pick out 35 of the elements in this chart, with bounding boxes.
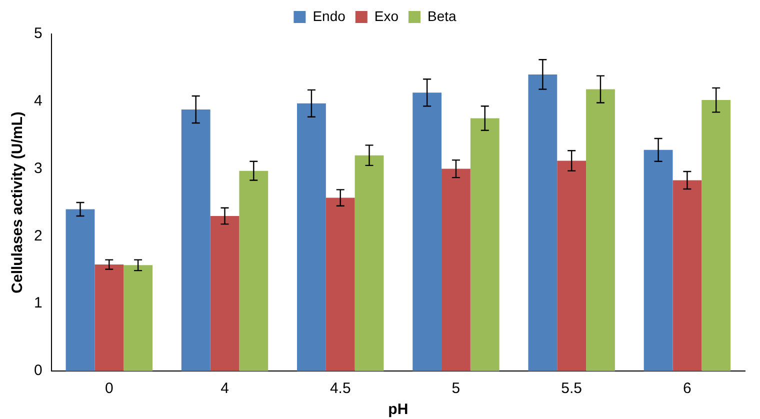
bar <box>66 209 95 371</box>
bar <box>557 160 586 371</box>
bar <box>124 265 152 371</box>
bar <box>94 264 124 371</box>
x-tick-label: 5 <box>452 380 460 398</box>
x-axis-title: pH <box>388 401 408 418</box>
bar <box>644 150 673 371</box>
legend-label: Beta <box>428 8 457 24</box>
bar <box>354 155 384 371</box>
x-tick-label: 4 <box>220 380 229 398</box>
legend-label: Endo <box>312 8 346 24</box>
bar <box>297 103 326 371</box>
y-tick-label: 4 <box>34 92 42 110</box>
legend-label: Exo <box>374 8 399 24</box>
y-tick-label: 2 <box>34 227 42 244</box>
bar <box>210 216 240 371</box>
x-tick-label: 0 <box>104 380 114 398</box>
x-tick-label: 4.5 <box>330 380 351 398</box>
bar <box>326 198 355 371</box>
bar <box>181 109 210 371</box>
bar <box>239 170 268 371</box>
bar <box>702 100 731 371</box>
x-tick-label: 6 <box>683 380 692 398</box>
x-tick-label: 5.5 <box>561 380 582 398</box>
y-axis-title: Cellulases activity (U/mL) <box>9 112 26 294</box>
bar <box>528 74 558 371</box>
bar <box>412 92 442 371</box>
bar <box>586 89 615 371</box>
bar <box>442 168 470 371</box>
y-tick-label: 3 <box>34 160 42 177</box>
y-tick-label: 5 <box>34 25 42 42</box>
bar <box>470 118 500 371</box>
y-tick-label: 1 <box>34 294 42 312</box>
y-tick-label: 0 <box>34 362 42 380</box>
bar <box>672 180 702 371</box>
